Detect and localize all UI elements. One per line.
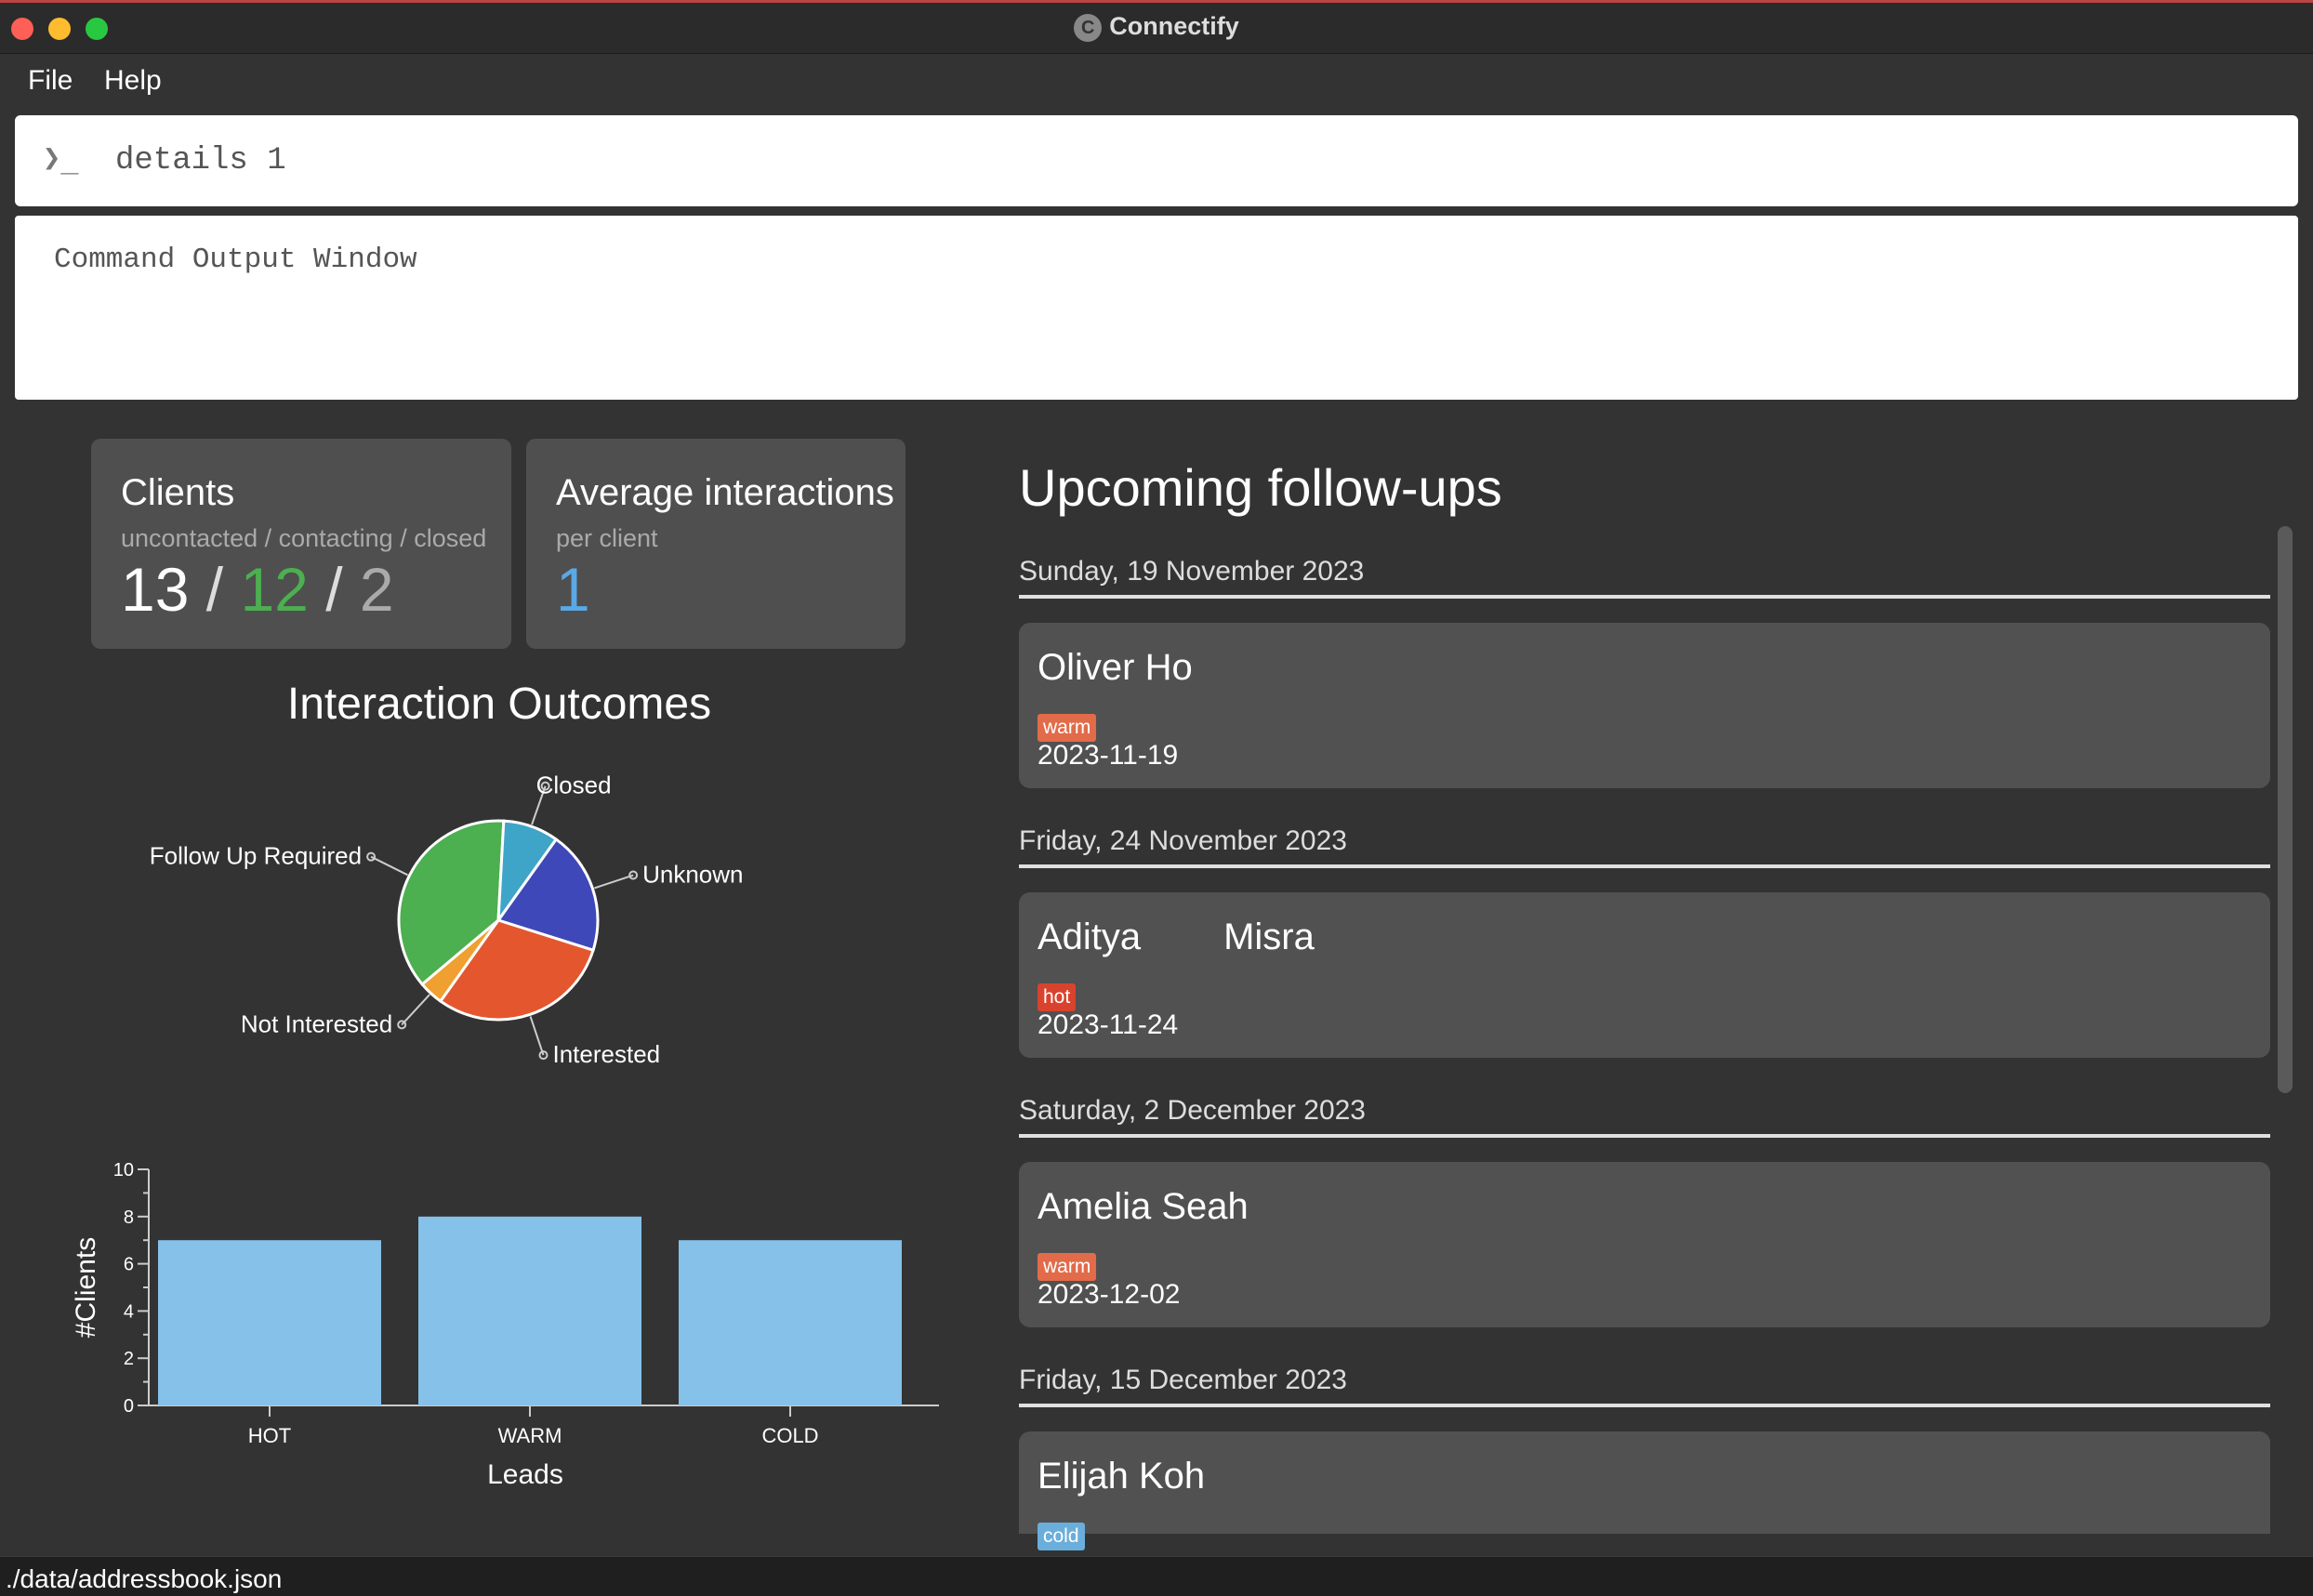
pie-label: Unknown	[642, 861, 743, 889]
title-bar: C Connectify	[0, 0, 2313, 54]
average-interactions-card: Average interactions per client 1	[526, 439, 905, 649]
followup-card[interactable]: Elijah Koh cold	[1019, 1431, 2270, 1550]
pie-label-dot	[538, 1050, 549, 1061]
x-axis-label: Leads	[487, 1459, 563, 1490]
pie-slice-interested[interactable]	[438, 918, 595, 1022]
followup-client-name: Oliver Ho	[1038, 647, 1193, 688]
followup-date: 2023-11-24	[1038, 1009, 1179, 1040]
command-input[interactable]	[113, 136, 2255, 186]
clients-contacting-count: 12	[240, 555, 309, 624]
interaction-outcomes-pie-chart: Unknown Interested Not Interested Follow Up…	[150, 772, 744, 1068]
x-tick-label: HOT	[248, 1424, 291, 1447]
menu-bar: File Help	[0, 54, 2313, 110]
y-tick-label: 10	[113, 1160, 134, 1181]
followup-card[interactable]: Oliver Ho warm 2023-11-19	[1019, 623, 2270, 788]
followup-date: 2023-11-19	[1038, 740, 1179, 771]
followup-date-header: Friday, 24 November 2023	[1019, 825, 2270, 868]
pie-slice-unknown[interactable]	[496, 837, 600, 953]
window-title: Connectify	[1109, 12, 1239, 40]
pie-label-dot	[540, 781, 550, 791]
y-axis-label: #Clients	[71, 1237, 101, 1338]
pie-label-dot	[366, 851, 377, 862]
bar-warm[interactable]	[418, 1216, 641, 1405]
y-tick-label: 4	[124, 1301, 134, 1322]
lead-tag-badge: cold	[1038, 1523, 1085, 1550]
x-tick-label: WARM	[498, 1424, 562, 1447]
y-tick-label: 6	[124, 1255, 134, 1275]
clients-separator: /	[308, 555, 360, 624]
clients-card-title: Clients	[121, 472, 235, 513]
status-file-path: ./data/addressbook.json	[6, 1564, 283, 1593]
command-output-window[interactable]: Command Output Window	[15, 216, 2298, 400]
clients-card-values: 13 / 12 / 2	[121, 554, 394, 625]
window-title-wrap: C Connectify	[0, 12, 2313, 42]
pie-label-dot	[397, 1020, 407, 1030]
followup-client-name: Aditya Misra	[1038, 917, 1315, 957]
y-tick-label: 8	[124, 1207, 134, 1228]
y-tick-label: 0	[124, 1396, 134, 1417]
followups-title: Upcoming follow-ups	[1019, 458, 1502, 517]
followup-date: 2023-12-02	[1038, 1279, 1181, 1310]
x-tick-label: COLD	[761, 1424, 818, 1447]
followup-date-header: Sunday, 19 November 2023	[1019, 556, 2270, 599]
lead-tag-badge: hot	[1038, 983, 1077, 1011]
bar-cold[interactable]	[679, 1240, 902, 1405]
clients-separator: /	[189, 555, 241, 624]
y-tick-label: 2	[124, 1349, 134, 1369]
status-bar: ./data/addressbook.json	[0, 1556, 2313, 1596]
followup-card[interactable]: Amelia Seah warm 2023-12-02	[1019, 1162, 2270, 1327]
lead-tag-badge: warm	[1038, 1253, 1097, 1281]
menu-help[interactable]: Help	[104, 65, 162, 96]
pie-label: Not Interested	[241, 1009, 392, 1037]
pie-slice-closed[interactable]	[496, 819, 559, 926]
followup-client-name: Elijah Koh	[1038, 1456, 1206, 1497]
bar-hot[interactable]	[158, 1240, 381, 1405]
clients-card: Clients uncontacted / contacting / close…	[91, 439, 511, 649]
avg-card-title: Average interactions	[556, 472, 894, 513]
clients-uncontacted-count: 13	[121, 555, 190, 624]
followup-date-header: Friday, 15 December 2023	[1019, 1365, 2270, 1407]
command-box: ❯_	[15, 115, 2298, 206]
clients-closed-count: 2	[359, 555, 394, 624]
minimize-window-button[interactable]	[48, 18, 71, 40]
pie-chart-title: Interaction Outcomes	[286, 679, 712, 729]
maximize-window-button[interactable]	[86, 18, 108, 40]
close-window-button[interactable]	[11, 18, 33, 40]
pie-label: Follow Up Required	[150, 842, 362, 870]
leads-bar-chart: 0 2 4 6 8 10 HOT WARM COLD Leads #Clients	[71, 1160, 939, 1490]
followup-card[interactable]: Aditya Misra hot 2023-11-24	[1019, 892, 2270, 1058]
pie-label-leader	[594, 874, 634, 890]
menu-file[interactable]: File	[28, 65, 73, 96]
followup-client-name: Amelia Seah	[1038, 1186, 1249, 1227]
followup-date-header: Saturday, 2 December 2023	[1019, 1095, 2270, 1138]
terminal-prompt-icon: ❯_	[43, 139, 79, 175]
connectify-logo-icon: C	[1074, 13, 1103, 42]
followups-scrollbar[interactable]	[2278, 526, 2293, 1093]
clients-card-subtitle: uncontacted / contacting / closed	[121, 524, 487, 552]
avg-card-value: 1	[556, 555, 590, 624]
command-output-text: Command Output Window	[54, 244, 417, 276]
pie-label-leader	[529, 1016, 545, 1056]
pie-label-leader	[370, 855, 408, 877]
lead-tag-badge: warm	[1038, 714, 1097, 742]
pie-label-leader	[401, 994, 430, 1026]
pie-label-leader	[531, 785, 547, 825]
avg-card-subtitle: per client	[556, 524, 658, 552]
pie-slice-follow-up-required[interactable]	[397, 819, 506, 987]
pie-label: Closed	[536, 772, 612, 799]
pie-label: Interested	[552, 1040, 660, 1068]
pie-label-dot	[628, 870, 639, 880]
